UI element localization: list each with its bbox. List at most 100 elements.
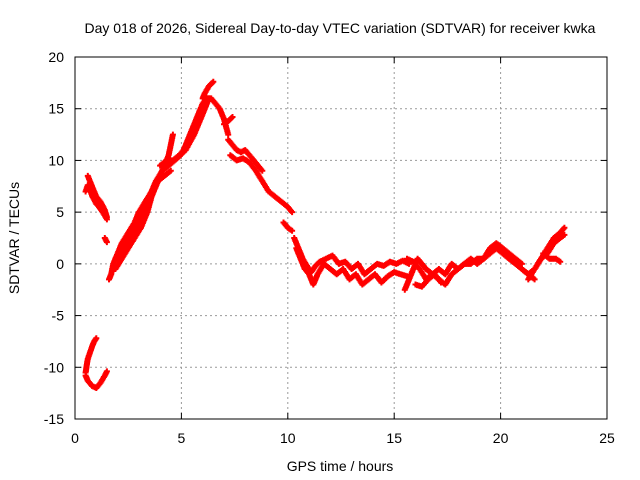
data-point (451, 262, 458, 269)
data-point (253, 161, 260, 168)
data-point (435, 266, 442, 272)
data-point (250, 157, 257, 164)
x-tick-label: 20 (493, 430, 509, 446)
series-arc-s (412, 271, 444, 290)
data-point (423, 266, 430, 272)
data-point (213, 101, 220, 108)
data-point (288, 207, 294, 214)
data-point (251, 166, 258, 173)
series-arc-k (225, 136, 266, 174)
data-point (343, 260, 350, 266)
data-point (507, 251, 514, 258)
data-point (382, 275, 389, 282)
data-point (365, 276, 372, 283)
data-point (210, 98, 217, 104)
data-point (515, 262, 521, 269)
y-tick-label: 10 (48, 152, 64, 168)
data-point (432, 272, 439, 279)
data-point (283, 202, 290, 209)
data-point (423, 278, 430, 285)
plot-frame (74, 56, 608, 420)
axis-layer: 0 5 10 15 20 25 -15 -10 -5 0 5 10 15 20 (44, 49, 615, 446)
data-point (438, 279, 444, 286)
data-point (331, 255, 338, 262)
data-point (305, 269, 311, 276)
data-point (230, 143, 237, 150)
data-point (259, 167, 266, 174)
data-point (434, 275, 441, 282)
chart-title: Day 018 of 2026, Sidereal Day-to-day VTE… (85, 20, 596, 36)
data-point (381, 277, 387, 283)
data-point (517, 259, 524, 266)
data-point (228, 140, 235, 147)
data-point (503, 248, 510, 255)
data-point (245, 151, 252, 157)
data-point (208, 95, 215, 102)
data-point (314, 260, 321, 267)
data-point (248, 162, 255, 169)
data-point (283, 223, 290, 230)
series-arc-b (82, 182, 110, 223)
data-point (229, 154, 236, 161)
data-point (518, 260, 525, 267)
data-point (366, 267, 373, 274)
data-point (158, 161, 165, 168)
data-point (225, 131, 232, 138)
data-point (329, 252, 336, 259)
data-point (333, 258, 340, 265)
data-point (248, 154, 255, 161)
data-point (227, 139, 234, 146)
data-point (509, 253, 516, 260)
data-point (488, 249, 495, 256)
data-point (465, 257, 472, 264)
data-point (255, 162, 261, 169)
data-point (474, 260, 481, 267)
data-point (554, 256, 561, 263)
data-point (258, 166, 265, 173)
data-point (229, 114, 236, 120)
data-point (345, 262, 352, 269)
data-point (250, 165, 257, 171)
data-point (169, 131, 176, 138)
data-point (103, 368, 110, 375)
data-point (497, 248, 504, 255)
data-point (289, 209, 296, 216)
data-point (552, 234, 559, 240)
data-point (286, 206, 293, 213)
x-tick-label: 5 (178, 430, 186, 446)
data-point (210, 78, 217, 85)
data-point (373, 272, 380, 279)
data-point (531, 276, 538, 283)
data-point (550, 240, 557, 247)
data-point (419, 262, 426, 269)
data-point (539, 254, 546, 261)
x-tick-label: 0 (71, 430, 79, 446)
series-arc-j (199, 78, 217, 102)
data-point (246, 152, 253, 159)
data-point (268, 190, 275, 197)
data-point (231, 144, 238, 151)
data-point (178, 149, 185, 156)
data-point (503, 253, 510, 260)
data-point (414, 263, 421, 270)
data-point (469, 256, 476, 263)
data-point (279, 199, 286, 206)
data-point (416, 258, 423, 265)
data-point (375, 275, 382, 282)
series-arc-l (227, 152, 296, 216)
data-point (413, 262, 420, 269)
series-arc-n (280, 219, 296, 234)
data-point (495, 242, 502, 249)
x-axis-label: GPS time / hours (287, 458, 394, 474)
data-point (177, 151, 184, 157)
data-point (421, 263, 427, 270)
data-point (369, 273, 376, 280)
data-point (331, 269, 338, 276)
data-point (346, 263, 353, 270)
data-point (225, 136, 232, 143)
data-point (559, 227, 566, 234)
data-point (327, 266, 334, 272)
data-point (351, 264, 358, 270)
data-point (249, 163, 256, 170)
